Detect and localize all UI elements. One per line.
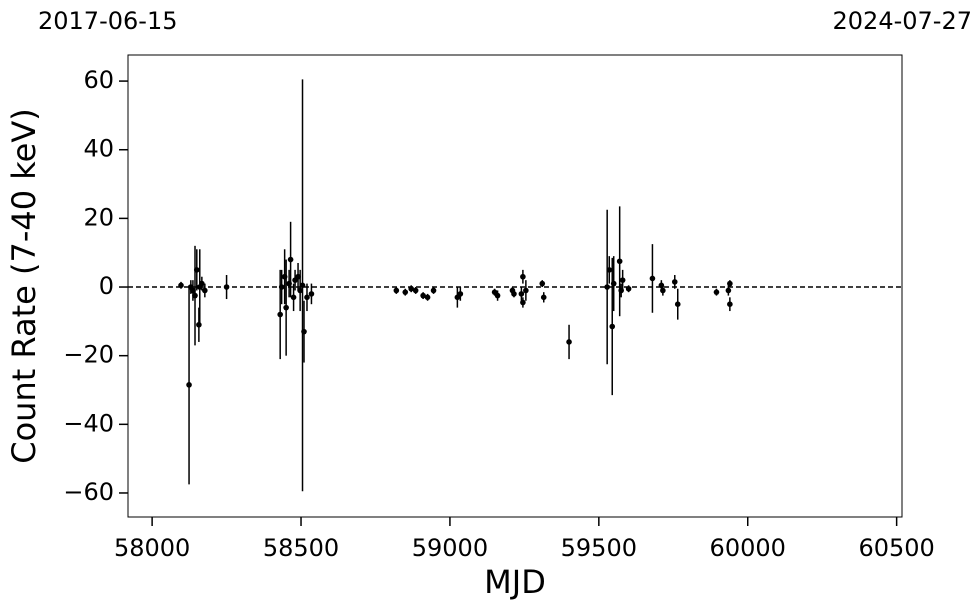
data-point xyxy=(408,285,415,292)
data-point xyxy=(308,291,315,297)
data-point xyxy=(523,287,529,294)
x-tick-label: 58000 xyxy=(114,534,190,562)
data-point xyxy=(287,256,294,263)
data-point xyxy=(199,280,205,287)
data-point xyxy=(671,279,678,285)
data-point xyxy=(299,282,306,289)
data-point xyxy=(619,277,626,283)
data-point xyxy=(609,323,616,330)
data-point xyxy=(674,301,681,307)
data-point xyxy=(610,280,617,287)
data-point xyxy=(520,299,526,306)
data-point xyxy=(277,311,283,318)
data-point xyxy=(457,291,464,297)
y-tick-label: 20 xyxy=(83,203,114,231)
y-tick-label: 0 xyxy=(99,272,114,300)
data-point xyxy=(393,287,400,294)
data-point xyxy=(420,292,426,299)
data-point xyxy=(520,273,526,280)
y-axis-label: Count Rate (7-40 keV) xyxy=(5,108,43,463)
data-point xyxy=(283,304,289,311)
x-axis-label: MJD xyxy=(484,563,546,601)
y-tick-label: −40 xyxy=(63,409,114,437)
x-tick-label: 60000 xyxy=(710,534,786,562)
plot-frame xyxy=(127,54,903,518)
x-tick-label: 59500 xyxy=(561,534,637,562)
data-point xyxy=(660,287,666,294)
data-point xyxy=(186,382,192,388)
data-point xyxy=(301,328,307,335)
data-point xyxy=(518,291,525,297)
data-point xyxy=(511,291,517,297)
data-point xyxy=(540,294,547,301)
data-point xyxy=(625,285,632,292)
data-point xyxy=(713,289,720,295)
data-point xyxy=(727,280,733,287)
data-point xyxy=(223,284,230,290)
data-point xyxy=(193,267,200,273)
top-date-label: 2017-06-15 xyxy=(38,7,177,35)
top-date-label: 2024-07-27 xyxy=(833,7,972,35)
data-point xyxy=(297,287,303,294)
data-point xyxy=(278,284,285,290)
x-tick-label: 58500 xyxy=(263,534,339,562)
data-point xyxy=(727,301,733,307)
data-point xyxy=(402,289,409,295)
data-point xyxy=(606,267,613,273)
data-point xyxy=(616,258,623,265)
data-point xyxy=(178,282,184,289)
data-point xyxy=(430,287,437,294)
data-point xyxy=(202,287,208,294)
data-point xyxy=(412,287,419,294)
y-tick-label: 40 xyxy=(83,135,114,163)
y-tick-label: −20 xyxy=(63,341,114,369)
x-tick-label: 60500 xyxy=(858,534,934,562)
data-point xyxy=(196,321,202,328)
data-point xyxy=(304,294,310,301)
y-tick-label: −60 xyxy=(63,478,114,506)
data-point xyxy=(566,339,572,345)
data-point xyxy=(604,284,610,290)
data-point xyxy=(725,287,732,294)
data-point xyxy=(424,294,431,301)
data-point xyxy=(290,294,297,301)
data-point xyxy=(192,292,198,299)
y-tick-label: 60 xyxy=(83,66,114,94)
data-point xyxy=(494,292,501,299)
data-point xyxy=(539,280,546,287)
data-point xyxy=(649,275,656,282)
x-tick-label: 59000 xyxy=(412,534,488,562)
